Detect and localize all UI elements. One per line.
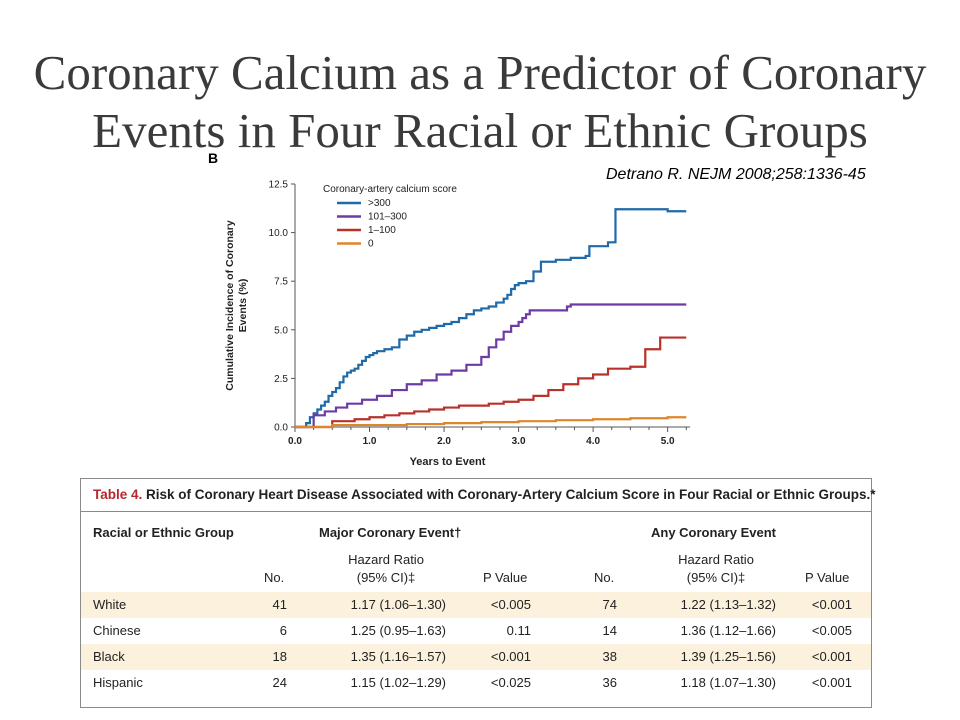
citation: Detrano R. NEJM 2008;258:1336-45 bbox=[606, 166, 866, 183]
legend-title: Coronary-artery calcium score bbox=[323, 184, 457, 195]
cell-any-p: <0.001 bbox=[811, 675, 852, 690]
table-row: Black 18 1.35 (1.16–1.57) <0.001 38 1.39… bbox=[81, 644, 871, 670]
legend-label-2: 1–100 bbox=[368, 225, 396, 236]
cell-major-no: 18 bbox=[272, 649, 287, 664]
table-row: Chinese 6 1.25 (0.95–1.63) 0.11 14 1.36 … bbox=[81, 618, 871, 644]
cell-major-hr: 1.25 (0.95–1.63) bbox=[350, 623, 446, 638]
y-axis-label-line-1: Cumulative Incidence of Coronary bbox=[224, 220, 236, 391]
y-axis-label: Cumulative Incidence of CoronaryEvents (… bbox=[224, 220, 249, 391]
cell-any-no: 38 bbox=[602, 649, 617, 664]
x-axis-label: Years to Event bbox=[410, 456, 486, 468]
table-row: Hispanic 24 1.15 (1.02–1.29) <0.025 36 1… bbox=[81, 670, 871, 696]
header-any-hr-2: (95% CI)‡ bbox=[686, 570, 746, 585]
y-tick-label: 0.0 bbox=[274, 423, 288, 434]
header-any-p: P Value bbox=[805, 570, 850, 585]
header-major-event: Major Coronary Event† bbox=[319, 525, 462, 540]
cell-any-hr: 1.18 (1.07–1.30) bbox=[680, 675, 776, 690]
cell-major-p: <0.005 bbox=[490, 597, 531, 612]
incidence-chart: 0.0 2.5 5.0 7.5 10.0 12.5 0.0 1.0 2.0 3.0 4.0 5.0 Ye… bbox=[224, 180, 690, 468]
cell-group: Black bbox=[93, 649, 125, 664]
header-group: Racial or Ethnic Group bbox=[93, 525, 234, 540]
slide-title: Coronary Calcium as a Predictor of Coron… bbox=[0, 44, 960, 160]
cell-major-p: <0.025 bbox=[490, 675, 531, 690]
cell-any-no: 74 bbox=[602, 597, 617, 612]
legend-label-0: >300 bbox=[368, 198, 391, 209]
cell-group: White bbox=[93, 597, 127, 612]
y-tick-label: 7.5 bbox=[274, 277, 288, 288]
cell-any-no: 36 bbox=[602, 675, 617, 690]
x-tick-label: 0.0 bbox=[288, 436, 302, 447]
cell-major-no: 24 bbox=[272, 675, 287, 690]
cell-major-no: 6 bbox=[279, 623, 287, 638]
header-any-event: Any Coronary Event bbox=[651, 525, 776, 540]
cell-group: Hispanic bbox=[93, 675, 143, 690]
cell-any-hr: 1.22 (1.13–1.32) bbox=[680, 597, 776, 612]
x-tick-label: 3.0 bbox=[512, 436, 526, 447]
cell-major-hr: 1.17 (1.06–1.30) bbox=[350, 597, 446, 612]
header-major-no: No. bbox=[264, 570, 285, 585]
cell-any-p: <0.005 bbox=[811, 623, 852, 638]
table-number: Table 4. bbox=[93, 487, 143, 502]
cell-any-hr: 1.36 (1.12–1.66) bbox=[680, 623, 776, 638]
series-line-2 bbox=[295, 336, 687, 429]
x-tick-label: 2.0 bbox=[437, 436, 451, 447]
cell-any-no: 14 bbox=[602, 623, 617, 638]
header-major-p: P Value bbox=[483, 570, 528, 585]
header-any-no: No. bbox=[594, 570, 615, 585]
legend-label-3: 0 bbox=[368, 239, 374, 250]
cell-major-no: 41 bbox=[272, 597, 287, 612]
table-row: White 41 1.17 (1.06–1.30) <0.005 74 1.22… bbox=[81, 592, 871, 618]
slide-title-line-1: Coronary Calcium as a Predictor of Coron… bbox=[33, 45, 927, 100]
table-title-divider bbox=[81, 511, 871, 512]
y-tick-label: 2.5 bbox=[274, 374, 288, 385]
slide-title-line-2: Events in Four Racial or Ethnic Groups bbox=[92, 103, 868, 158]
cell-major-p: <0.001 bbox=[490, 649, 531, 664]
y-tick-label: 12.5 bbox=[269, 180, 289, 191]
x-tick-label: 1.0 bbox=[363, 436, 377, 447]
x-tick-label: 4.0 bbox=[586, 436, 600, 447]
cell-any-hr: 1.39 (1.25–1.56) bbox=[680, 649, 776, 664]
series-line-0 bbox=[295, 208, 687, 429]
cell-major-p: 0.11 bbox=[506, 623, 531, 638]
header-major-hr-1: Hazard Ratio bbox=[348, 552, 424, 567]
series-line-3 bbox=[295, 416, 687, 429]
table-title-text: Risk of Coronary Heart Disease Associate… bbox=[142, 487, 876, 502]
series-line-1 bbox=[295, 303, 687, 429]
panel-label: B bbox=[208, 150, 219, 166]
y-axis-label-line-2: Events (%) bbox=[237, 279, 249, 333]
header-major-hr-2: (95% CI)‡ bbox=[356, 570, 416, 585]
legend-label-1: 101–300 bbox=[368, 212, 407, 223]
cell-group: Chinese bbox=[93, 623, 141, 638]
header-any-hr-1: Hazard Ratio bbox=[678, 552, 754, 567]
table-title: Table 4. Risk of Coronary Heart Disease … bbox=[93, 487, 875, 502]
cell-major-hr: 1.15 (1.02–1.29) bbox=[350, 675, 446, 690]
y-tick-label: 10.0 bbox=[269, 228, 289, 239]
cell-any-p: <0.001 bbox=[811, 597, 852, 612]
cell-any-p: <0.001 bbox=[811, 649, 852, 664]
y-tick-label: 5.0 bbox=[274, 325, 288, 336]
hazard-ratio-table: Table 4. Risk of Coronary Heart Disease … bbox=[80, 478, 875, 708]
x-tick-label: 5.0 bbox=[661, 436, 675, 447]
cell-major-hr: 1.35 (1.16–1.57) bbox=[350, 649, 446, 664]
